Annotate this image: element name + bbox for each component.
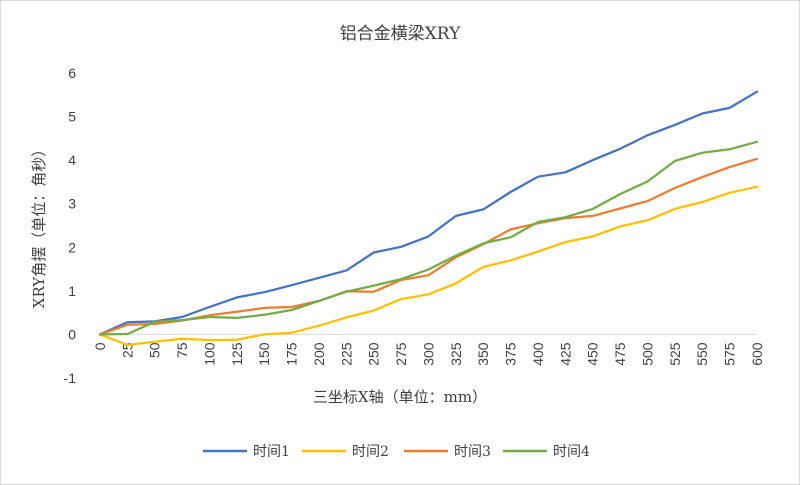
x-tick-label: 50 <box>147 342 163 358</box>
x-tick-label: 575 <box>722 342 738 366</box>
y-tick-label: -1 <box>64 370 77 386</box>
series-line-3 <box>98 157 759 336</box>
x-tick-label: 100 <box>202 342 218 366</box>
legend-label: 时间4 <box>553 444 590 460</box>
x-tick-label: 550 <box>694 342 710 366</box>
x-axis-label: 三坐标X轴（单位：mm） <box>313 388 487 406</box>
y-tick-label: 5 <box>68 109 76 125</box>
y-tick-label: 2 <box>68 239 76 255</box>
x-tick-label: 300 <box>421 342 437 366</box>
x-tick-label: 500 <box>640 342 656 366</box>
x-tick-label: 450 <box>585 342 601 366</box>
y-tick-label: 3 <box>68 196 76 212</box>
x-tick-label: 25 <box>119 342 135 358</box>
x-tick-label: 125 <box>229 342 245 366</box>
legend-item: 时间4 <box>503 444 590 460</box>
legend-label: 时间3 <box>454 444 491 460</box>
x-tick-label: 0 <box>92 342 108 350</box>
x-tick-label: 325 <box>448 342 464 366</box>
series-line-1 <box>98 90 759 336</box>
x-tick-label: 400 <box>530 342 546 366</box>
series-lines <box>98 90 759 347</box>
x-tick-label: 225 <box>338 342 354 366</box>
x-tick-label: 150 <box>256 342 272 366</box>
y-tick-label: 0 <box>68 326 76 342</box>
series-line-4 <box>98 140 759 336</box>
y-tick-label: 1 <box>68 283 76 299</box>
x-tick-label: 350 <box>475 342 491 366</box>
x-tick-label: 425 <box>557 342 573 366</box>
legend-item: 时间2 <box>302 444 389 460</box>
y-tick-labels: -1 0 1 2 3 4 5 6 <box>64 65 77 386</box>
x-tick-label: 175 <box>284 342 300 366</box>
legend-item: 时间3 <box>404 444 491 460</box>
chart-title: 铝合金横梁XRY <box>340 24 461 44</box>
legend-label: 时间2 <box>352 444 389 460</box>
x-tick-label: 200 <box>311 342 327 366</box>
x-tick-label: 275 <box>393 342 409 366</box>
legend-item: 时间1 <box>203 444 290 460</box>
y-axis-label: XRY角摆（单位：角秒） <box>30 142 48 308</box>
legend-label: 时间1 <box>253 444 290 460</box>
legend: 时间1 时间2 时间3 时间4 <box>203 444 590 460</box>
y-tick-label: 6 <box>68 65 76 81</box>
x-tick-label: 525 <box>667 342 683 366</box>
x-tick-label: 475 <box>612 342 628 366</box>
x-tick-label: 75 <box>174 342 190 358</box>
x-tick-label: 250 <box>366 342 382 366</box>
x-tick-labels: 0 25 50 75 100 125 150 175 200 225 250 275 300 325 350… <box>92 342 765 366</box>
series-line-2 <box>98 185 759 347</box>
x-tick-label: 375 <box>503 342 519 366</box>
y-tick-label: 4 <box>68 152 76 168</box>
x-tick-label: 600 <box>749 342 765 366</box>
